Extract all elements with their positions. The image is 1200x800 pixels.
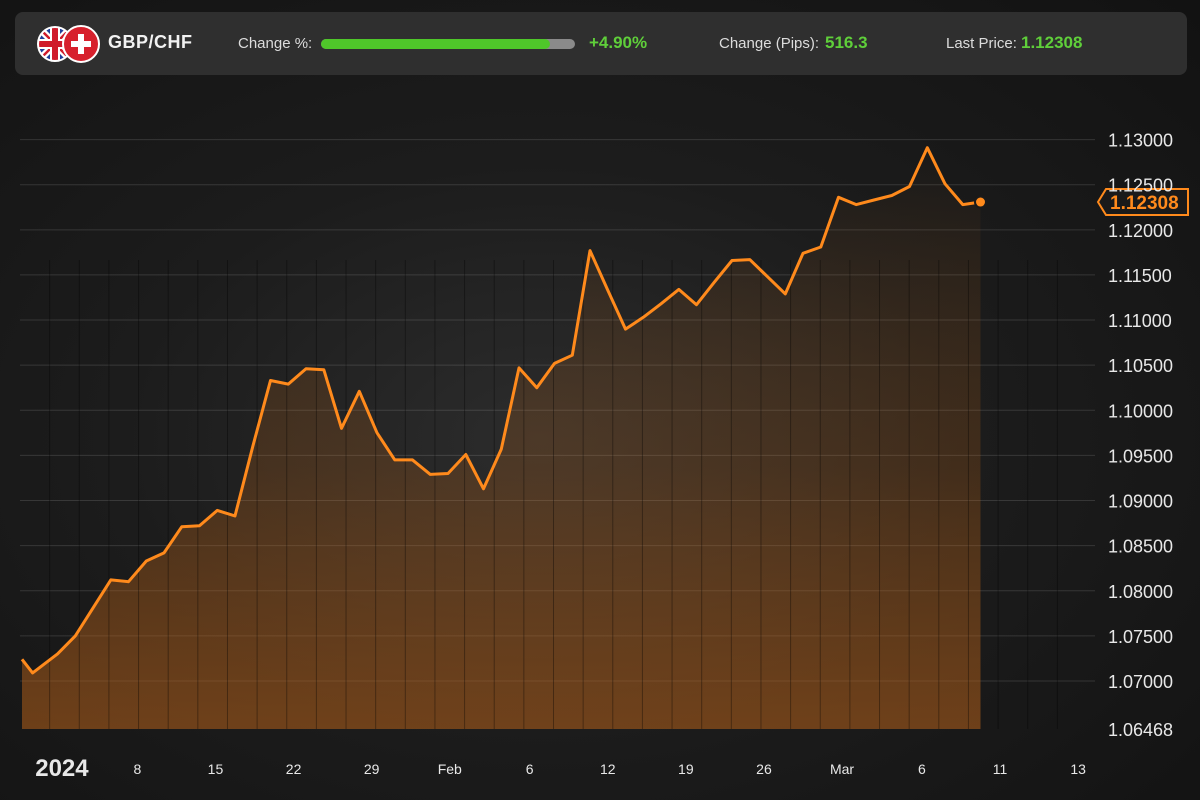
chart-area: [22, 147, 981, 729]
last-price-value: 1.12308: [1021, 33, 1083, 52]
y-tick-label: 1.09500: [1108, 446, 1173, 466]
swiss-flag-icon: [62, 25, 100, 63]
x-tick-label: Mar: [830, 761, 854, 777]
last-price-tag: [1096, 188, 1189, 217]
y-tick-label: 1.09000: [1108, 492, 1173, 512]
x-tick-label: 29: [364, 761, 380, 777]
change-percent-bar: [321, 39, 575, 49]
y-tick-label: 1.10500: [1108, 356, 1173, 376]
y-tick-label: 1.07500: [1108, 627, 1173, 647]
x-tick-label: 2024: [35, 755, 89, 782]
x-tick-label: 22: [286, 761, 302, 777]
x-tick-label: 19: [678, 761, 694, 777]
change-percent-bar-fill: [321, 39, 550, 49]
x-tick-label: 6: [526, 761, 534, 777]
instrument-header: GBP/CHF Change %: +4.90% Change (Pips): …: [15, 12, 1187, 75]
y-tick-label: 1.07000: [1108, 672, 1173, 692]
last-price-marker: [974, 195, 987, 209]
chart-line-layer: 1.12308: [20, 146, 1189, 675]
x-tick-label: 12: [600, 761, 616, 777]
currency-pair-title: GBP/CHF: [108, 32, 193, 52]
last-price-label: Last Price:: [946, 35, 1017, 52]
currency-flags: [37, 25, 100, 63]
y-tick-label: 1.11000: [1108, 311, 1172, 331]
y-tick-label: 1.11500: [1108, 266, 1172, 286]
y-tick-label: 1.10000: [1108, 401, 1173, 421]
x-tick-label: Feb: [438, 761, 462, 777]
y-tick-label: 1.12000: [1108, 221, 1173, 241]
change-percent-value: +4.90%: [589, 33, 648, 52]
x-axis-ticks: 2024 8 15 22 29 Feb 6 12 19 26 Mar 6 11 13: [35, 755, 1086, 782]
y-axis-ticks: 1.13000 1.12500 1.12000 1.11500 1.11000 1.105…: [1108, 131, 1173, 740]
y-tick-label: 1.12500: [1108, 176, 1173, 196]
y-tick-label: 1.08500: [1108, 537, 1173, 557]
change-pips-value: 516.3: [825, 33, 868, 52]
x-tick-label: 26: [756, 761, 772, 777]
y-tick-label: 1.13000: [1108, 131, 1173, 151]
chart-column-dividers: [49, 260, 1058, 729]
y-tick-label: 1.06468: [1108, 720, 1173, 740]
price-area-fill: [22, 147, 981, 729]
change-percent-label: Change %:: [238, 35, 313, 52]
last-price-tag-label: 1.12308: [1110, 193, 1179, 214]
x-tick-label: 15: [208, 761, 224, 777]
x-tick-label: 13: [1070, 761, 1086, 777]
x-tick-label: 11: [993, 761, 1008, 777]
x-tick-label: 6: [918, 761, 926, 777]
change-pips-label: Change (Pips):: [719, 35, 820, 52]
price-series-line: [20, 146, 981, 675]
y-tick-label: 1.08000: [1108, 582, 1173, 602]
x-tick-label: 8: [133, 761, 141, 777]
